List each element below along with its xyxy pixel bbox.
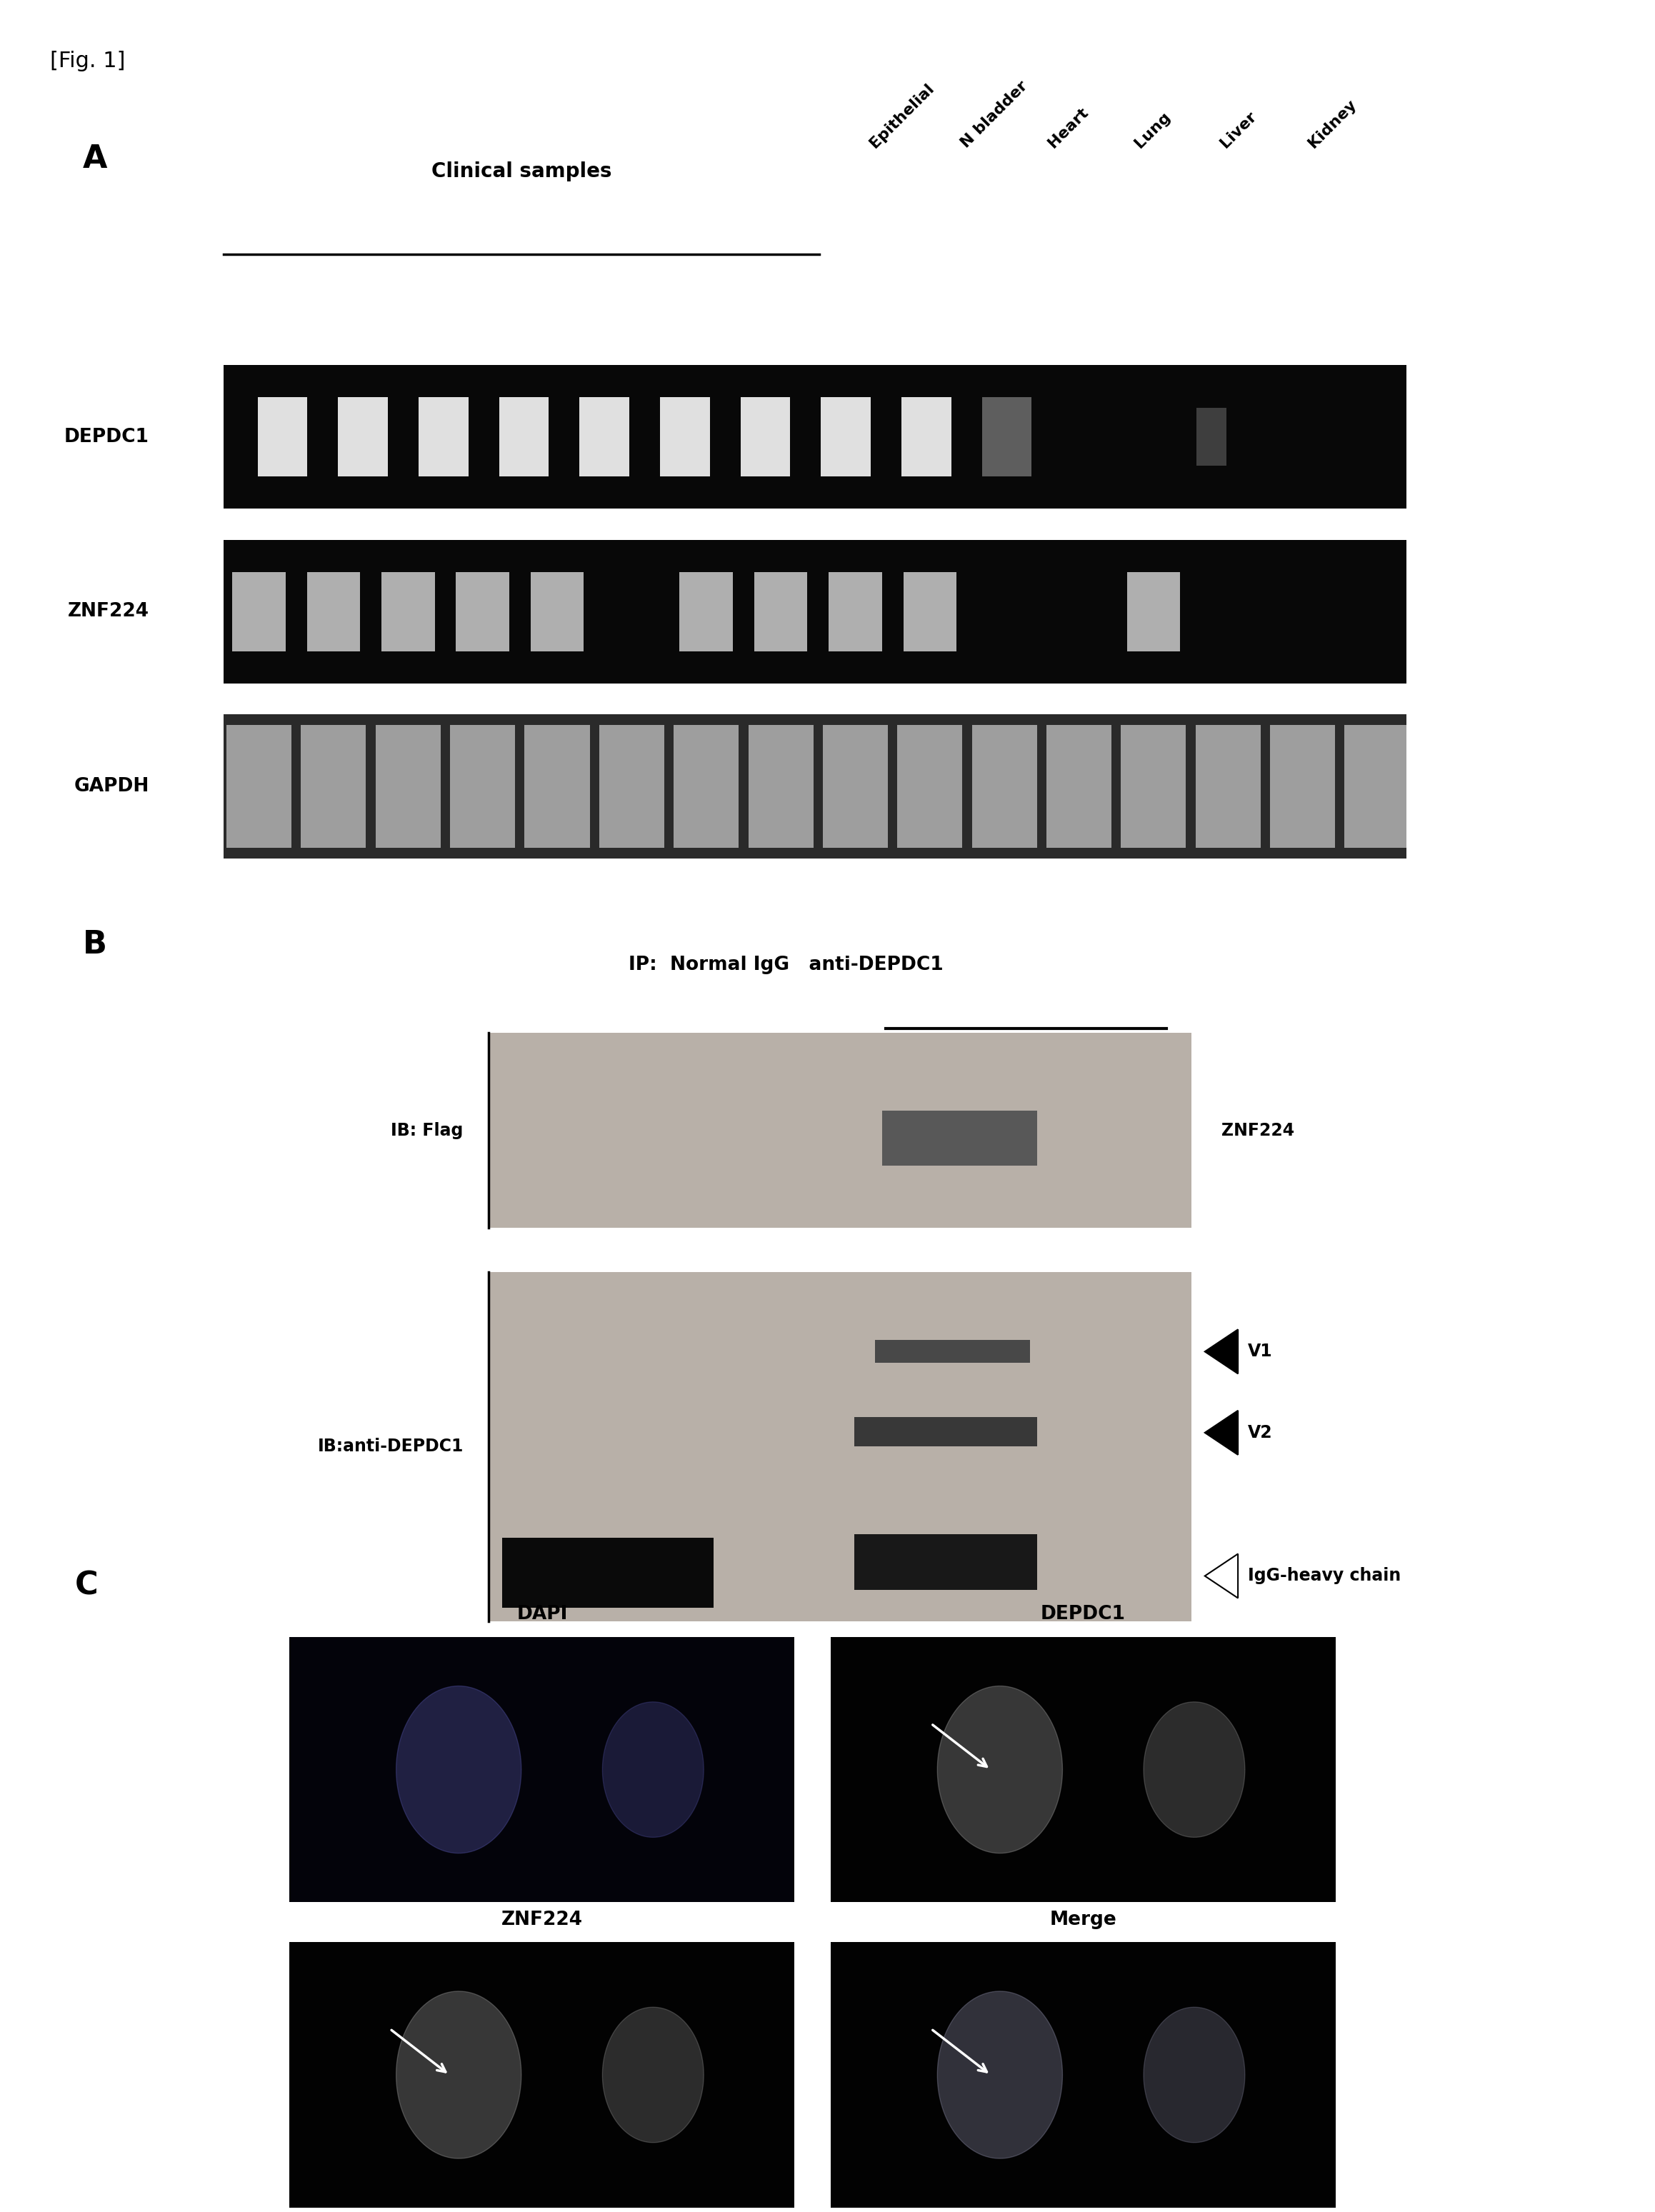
Text: C: C bbox=[74, 1571, 98, 1601]
Bar bbox=[1046, 726, 1112, 847]
Bar bbox=[755, 573, 808, 650]
Polygon shape bbox=[1144, 2006, 1245, 2143]
Bar bbox=[904, 573, 957, 650]
Bar bbox=[660, 398, 710, 476]
Bar bbox=[680, 573, 733, 650]
Text: Kidney: Kidney bbox=[1306, 97, 1359, 150]
Text: V2: V2 bbox=[1248, 1425, 1273, 1442]
Bar bbox=[290, 1942, 794, 2208]
Bar bbox=[450, 726, 515, 847]
Text: B: B bbox=[83, 929, 108, 960]
Text: IB: Flag: IB: Flag bbox=[391, 1121, 463, 1139]
Bar bbox=[829, 573, 882, 650]
Text: IB:anti-DEPDC1: IB:anti-DEPDC1 bbox=[318, 1438, 463, 1455]
Bar bbox=[882, 1110, 1036, 1166]
Bar bbox=[579, 398, 629, 476]
Bar bbox=[376, 726, 440, 847]
Bar bbox=[748, 726, 813, 847]
Polygon shape bbox=[937, 1686, 1063, 1854]
Bar bbox=[971, 726, 1038, 847]
Bar bbox=[674, 726, 738, 847]
Text: IP:  Normal IgG   anti-DEPDC1: IP: Normal IgG anti-DEPDC1 bbox=[629, 956, 943, 973]
Text: ZNF224: ZNF224 bbox=[1221, 1121, 1294, 1139]
Bar bbox=[821, 398, 871, 476]
Bar bbox=[290, 1637, 794, 1902]
Text: Epithelial: Epithelial bbox=[867, 80, 937, 150]
Bar bbox=[258, 398, 308, 476]
Bar bbox=[223, 365, 1407, 509]
Bar bbox=[531, 573, 584, 650]
Bar bbox=[854, 1418, 1036, 1447]
Polygon shape bbox=[1205, 1329, 1238, 1374]
Bar bbox=[381, 573, 435, 650]
Polygon shape bbox=[1205, 1553, 1238, 1597]
Polygon shape bbox=[1205, 1411, 1238, 1455]
Bar bbox=[419, 398, 468, 476]
Bar bbox=[488, 1272, 1192, 1621]
Bar bbox=[232, 573, 286, 650]
Text: Merge: Merge bbox=[1049, 1911, 1117, 1929]
Bar bbox=[831, 1637, 1336, 1902]
Polygon shape bbox=[396, 1686, 521, 1854]
Text: V1: V1 bbox=[1248, 1343, 1273, 1360]
Polygon shape bbox=[602, 1701, 703, 1838]
Text: DEPDC1: DEPDC1 bbox=[65, 427, 149, 447]
Bar bbox=[1269, 726, 1336, 847]
Text: N bladder: N bladder bbox=[958, 77, 1029, 150]
Text: Lung: Lung bbox=[1132, 108, 1173, 150]
Bar bbox=[599, 726, 664, 847]
Bar bbox=[223, 540, 1407, 684]
Bar bbox=[831, 1942, 1336, 2208]
Bar bbox=[503, 1537, 713, 1608]
Polygon shape bbox=[1144, 1701, 1245, 1838]
Bar bbox=[902, 398, 952, 476]
Bar bbox=[1127, 573, 1180, 650]
Bar bbox=[223, 714, 1407, 858]
Bar bbox=[823, 726, 887, 847]
Bar bbox=[854, 1535, 1036, 1590]
Text: Heart: Heart bbox=[1046, 104, 1091, 150]
Text: DEPDC1: DEPDC1 bbox=[1041, 1606, 1125, 1624]
Bar bbox=[875, 1340, 1029, 1363]
Bar bbox=[525, 726, 589, 847]
Bar bbox=[227, 726, 291, 847]
Bar bbox=[1197, 409, 1226, 467]
Text: ZNF224: ZNF224 bbox=[501, 1911, 583, 1929]
Text: Liver: Liver bbox=[1218, 108, 1259, 150]
Polygon shape bbox=[602, 2006, 703, 2143]
Text: ZNF224: ZNF224 bbox=[68, 602, 149, 622]
Text: DAPI: DAPI bbox=[516, 1606, 568, 1624]
Text: Clinical samples: Clinical samples bbox=[432, 161, 611, 181]
Bar bbox=[338, 398, 387, 476]
Bar bbox=[306, 573, 361, 650]
Bar bbox=[455, 573, 510, 650]
Bar bbox=[488, 1033, 1192, 1228]
Polygon shape bbox=[937, 1991, 1063, 2159]
Text: IgG-heavy chain: IgG-heavy chain bbox=[1248, 1568, 1400, 1584]
Bar bbox=[981, 398, 1031, 476]
Bar bbox=[301, 726, 366, 847]
Bar bbox=[1344, 726, 1410, 847]
Bar bbox=[1195, 726, 1261, 847]
Bar bbox=[500, 398, 549, 476]
Bar bbox=[1120, 726, 1187, 847]
Text: A: A bbox=[83, 144, 108, 175]
Bar bbox=[897, 726, 963, 847]
Text: GAPDH: GAPDH bbox=[74, 776, 149, 796]
Polygon shape bbox=[396, 1991, 521, 2159]
Text: [Fig. 1]: [Fig. 1] bbox=[50, 51, 126, 71]
Bar bbox=[740, 398, 789, 476]
